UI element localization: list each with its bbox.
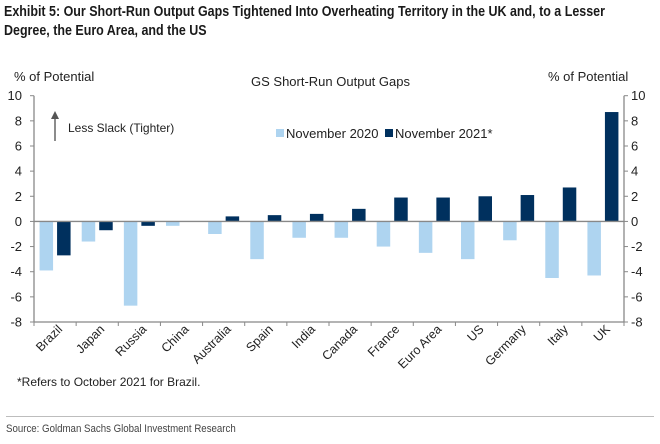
bar-nov2020-russia [123,221,138,306]
bar-nov2020-italy [545,221,559,278]
y-tick-label-left: -6 [10,289,22,304]
x-tick-label: Spain [243,322,276,355]
bar-nov2021-russia [141,221,155,226]
annotation: Less Slack (Tighter) [51,111,174,141]
y-tick-label-left: -4 [10,264,22,279]
legend-swatch-nov2020 [276,129,284,137]
x-tick-label: Germany [483,322,530,369]
bar-nov2020-uk [587,221,601,276]
bar-nov2021-india [309,213,324,222]
legend-label-nov2021: November 2021* [395,126,493,141]
y-tick-label-left: 2 [15,189,22,204]
y-tick-label-left: 6 [15,138,22,153]
bar-nov2021-us [478,196,492,222]
y-tick-label-right: -2 [631,239,643,254]
x-tick-label: Australia [189,322,233,366]
bar-nov2021-canada [352,208,366,222]
y-axis-label-left: % of Potential [14,69,94,84]
bar-nov2021-italy [562,187,577,222]
y-tick-label-left: -2 [10,239,22,254]
legend-label-nov2020: November 2020 [286,126,379,141]
bar-nov2020-japan [81,221,96,242]
y-tick-label-right: 2 [631,189,638,204]
legend: November 2020 November 2021* [276,126,493,141]
bar-nov2021-japan [99,221,113,231]
y-axis-label-right: % of Potential [548,69,628,84]
x-tick-label: Brazil [33,322,65,354]
x-tick-label: Japan [73,322,107,356]
bar-nov2020-euro-area [418,221,433,253]
y-tick-label-right: 10 [631,88,645,103]
up-arrow-head [51,111,59,119]
legend-swatch-nov2021 [385,129,393,137]
x-tick-label: Italy [545,322,572,349]
x-tick-label: China [159,322,192,355]
bar-nov2020-brazil [39,221,54,271]
footnote: *Refers to October 2021 for Brazil. [17,375,201,389]
y-tick-label-left: -8 [10,315,22,330]
y-tick-label-right: -8 [631,315,643,330]
y-tick-label-left: 10 [8,88,22,103]
y-tick-label-right: 4 [631,164,638,179]
x-tick-label: UK [591,322,614,345]
bar-nov2020-australia [208,221,222,234]
y-tick-label-left: 4 [15,164,22,179]
annotation-text: Less Slack (Tighter) [68,121,174,135]
chart-title: GS Short-Run Output Gaps [251,74,410,89]
bar-nov2020-canada [334,221,349,238]
title-line-1: Exhibit 5: Our Short-Run Output Gaps Tig… [4,4,605,20]
bar-nov2020-spain [250,221,264,260]
bar-nov2020-china [166,221,180,226]
y-tick-label-left: 0 [15,214,22,229]
bar-nov2021-france [394,197,408,222]
y-tick-label-right: 8 [631,113,638,128]
x-tick-label: Russia [113,322,150,359]
bar-nov2020-germany [503,221,517,241]
title-line-2: Degree, the Euro Area, and the US [4,23,207,39]
bar-nov2021-germany [520,195,535,222]
bar-nov2021-brazil [57,221,71,256]
bar-nov2021-australia [225,216,240,222]
x-tick-label: Canada [319,322,360,363]
bar-nov2020-france [376,221,391,247]
x-tick-label: Euro Area [395,322,444,371]
y-tick-label-left: 8 [15,113,22,128]
x-tick-label: India [289,322,318,351]
y-tick-label-right: -4 [631,264,643,279]
divider [6,416,654,417]
bar-nov2020-india [292,221,306,238]
source-note: Source: Goldman Sachs Global Investment … [6,423,236,435]
y-tick-label-right: 0 [631,214,638,229]
bar-nov2021-uk [604,112,619,222]
x-tick-label: US [464,322,486,344]
exhibit-title: Exhibit 5: Our Short-Run Output Gaps Tig… [4,3,605,41]
y-tick-label-right: 6 [631,138,638,153]
bar-nov2021-spain [267,215,282,222]
y-tick-label-right: -6 [631,289,643,304]
bar-nov2020-us [461,221,475,260]
bar-nov2021-euro-area [436,197,450,222]
x-tick-label: France [365,322,402,359]
